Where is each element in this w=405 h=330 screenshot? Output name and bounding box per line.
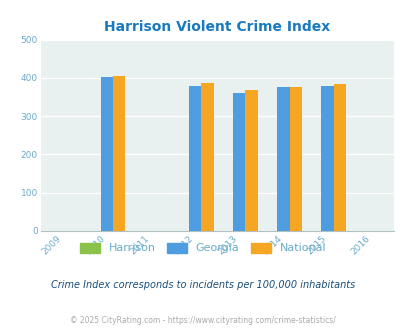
Bar [321,85,333,231]
Bar [113,76,125,231]
Bar [188,85,201,231]
Text: © 2025 CityRating.com - https://www.cityrating.com/crime-statistics/: © 2025 CityRating.com - https://www.city… [70,315,335,325]
Bar [277,87,289,231]
Legend: Harrison, Georgia, National: Harrison, Georgia, National [75,238,330,258]
Bar [201,83,213,231]
Bar [245,90,257,231]
Title: Harrison Violent Crime Index: Harrison Violent Crime Index [104,20,330,34]
Bar [100,78,113,231]
Text: Crime Index corresponds to incidents per 100,000 inhabitants: Crime Index corresponds to incidents per… [51,280,354,290]
Bar [232,93,245,231]
Bar [289,87,301,231]
Bar [333,84,345,231]
